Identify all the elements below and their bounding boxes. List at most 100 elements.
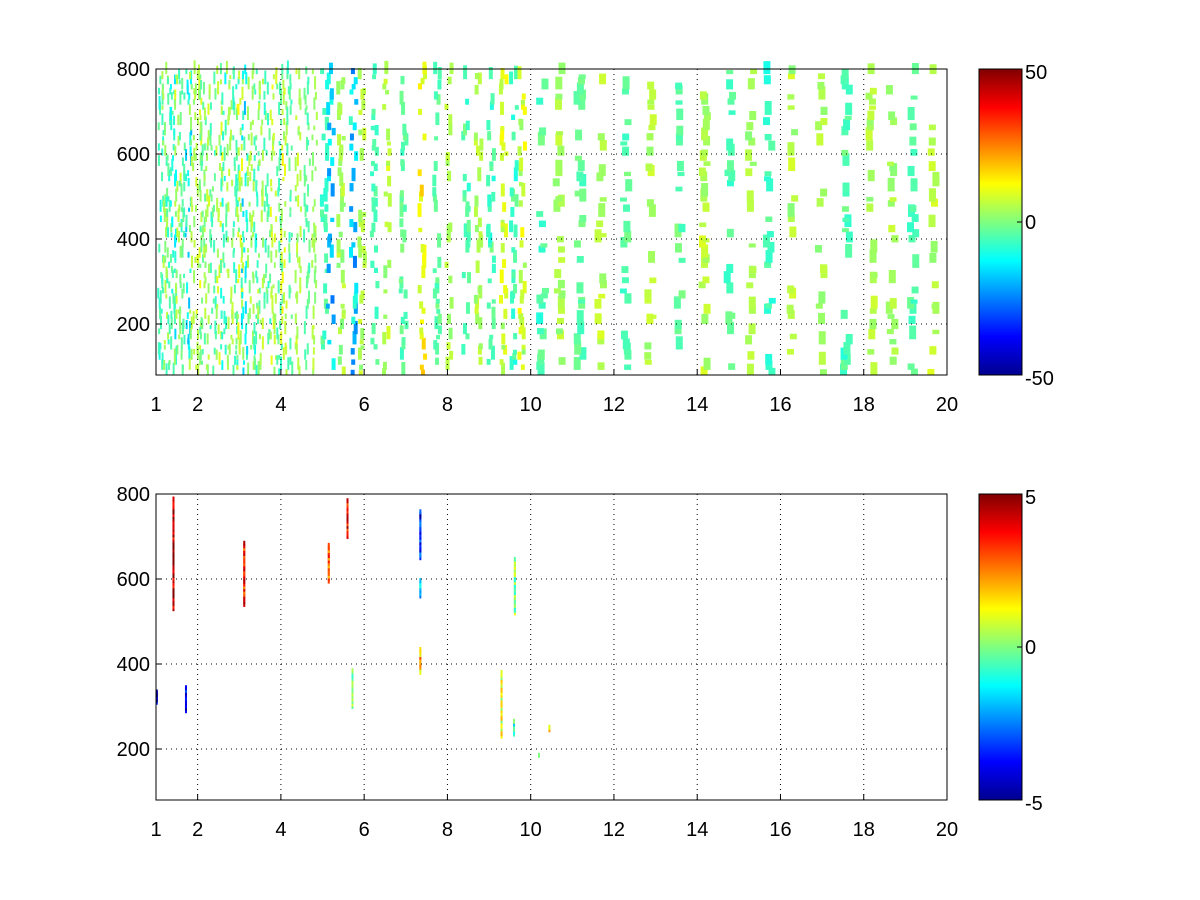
heatmap-cell (236, 365, 239, 370)
heatmap-cell (181, 244, 184, 258)
heatmap-cell (885, 301, 893, 314)
heatmap-cell (181, 157, 184, 166)
heatmap-cell (278, 157, 281, 171)
heatmap-cell (574, 340, 582, 355)
heatmap-cell (748, 323, 756, 335)
heatmap-cell (283, 117, 286, 126)
heatmap-cell (245, 72, 248, 85)
heatmap-cell (536, 361, 544, 370)
heatmap-cell (294, 342, 297, 350)
heatmap-cell (270, 224, 273, 233)
heatmap-cell (399, 325, 404, 335)
heatmap-cell (331, 358, 336, 370)
heatmap-cell (314, 166, 317, 171)
heatmap-cell (231, 179, 234, 187)
heatmap-cell (237, 314, 240, 319)
heatmap-cell (253, 168, 256, 182)
heatmap-cell (419, 578, 422, 584)
heatmap-cell (199, 345, 202, 350)
heatmap-cell (418, 108, 423, 115)
heatmap-cell (235, 207, 238, 217)
heatmap-cell (401, 361, 406, 375)
heatmap-cell (170, 232, 173, 238)
heatmap-cell (222, 161, 225, 171)
heatmap-cell (246, 177, 249, 187)
heatmap-cell (178, 180, 181, 187)
heatmap-cell (199, 74, 202, 80)
heatmap-cell (170, 317, 173, 330)
heatmap-cell (814, 244, 822, 253)
heatmap-cell (323, 214, 328, 228)
heatmap-cell (275, 355, 278, 360)
heatmap-cell (596, 172, 604, 182)
heatmap-cell (513, 562, 516, 567)
heatmap-cell (252, 179, 255, 192)
heatmap-cell (488, 66, 493, 80)
heatmap-cell (172, 514, 175, 520)
heatmap-cell (463, 223, 468, 238)
heatmap-cell (269, 331, 272, 340)
heatmap-cell (386, 128, 391, 141)
heatmap-cell (161, 148, 164, 156)
heatmap-cell (511, 131, 516, 141)
heatmap-cell (236, 103, 239, 110)
heatmap-cell (350, 348, 355, 355)
heatmap-cell (183, 207, 186, 217)
heatmap-cell (374, 124, 379, 136)
heatmap-cell (371, 160, 376, 166)
heatmap-cell (187, 251, 190, 258)
heatmap-cell (475, 260, 480, 273)
heatmap-cell (162, 92, 165, 100)
heatmap-cell (887, 314, 895, 319)
heatmap-cell (172, 545, 175, 550)
heatmap-cell (399, 190, 404, 197)
heatmap-cell (265, 149, 268, 156)
heatmap-cell (207, 263, 210, 273)
heatmap-cell (305, 175, 308, 182)
heatmap-cell (907, 106, 915, 120)
heatmap-cell (219, 145, 222, 156)
heatmap-cell (221, 197, 224, 207)
heatmap-cell (703, 161, 711, 166)
heatmap-cell (172, 537, 175, 543)
heatmap-cell (357, 67, 362, 80)
heatmap-cell (327, 122, 332, 131)
heatmap-cell (209, 229, 212, 243)
heatmap-cell (289, 356, 292, 365)
heatmap-cell (324, 178, 329, 192)
heatmap-cell (223, 310, 226, 324)
heatmap-cell (320, 213, 325, 222)
heatmap-cell (206, 152, 209, 161)
heatmap-cell (258, 102, 261, 110)
heatmap-cell (728, 170, 736, 182)
heatmap-cell (276, 166, 279, 177)
heatmap-cell (491, 148, 496, 161)
heatmap-cell (203, 107, 206, 120)
heatmap-cell (552, 178, 560, 187)
heatmap-cell (242, 231, 245, 238)
heatmap-cell (159, 342, 162, 350)
heatmap-cell (726, 70, 734, 75)
heatmap-cell (279, 254, 282, 263)
heatmap-cell (909, 136, 917, 146)
heatmap-cell (186, 84, 189, 95)
heatmap-cell (327, 553, 330, 559)
heatmap-cell (928, 137, 936, 146)
heatmap-cell (419, 539, 422, 545)
heatmap-cell (477, 167, 482, 182)
heatmap-cell (209, 189, 212, 197)
heatmap-cell (329, 88, 334, 100)
heatmap-cell (373, 209, 378, 222)
heatmap-cell (170, 223, 173, 233)
heatmap-cell (791, 195, 799, 202)
heatmap-cell (218, 264, 221, 279)
heatmap-cell (298, 68, 301, 80)
heatmap-cell (172, 534, 175, 540)
heatmap-cell (360, 328, 365, 340)
heatmap-cell (191, 204, 194, 212)
heatmap-cell (172, 593, 175, 599)
heatmap-cell (171, 269, 174, 279)
heatmap-cell (189, 71, 192, 80)
heatmap-cell (648, 251, 656, 263)
colorbar-tick-label: 0 (1025, 637, 1036, 659)
